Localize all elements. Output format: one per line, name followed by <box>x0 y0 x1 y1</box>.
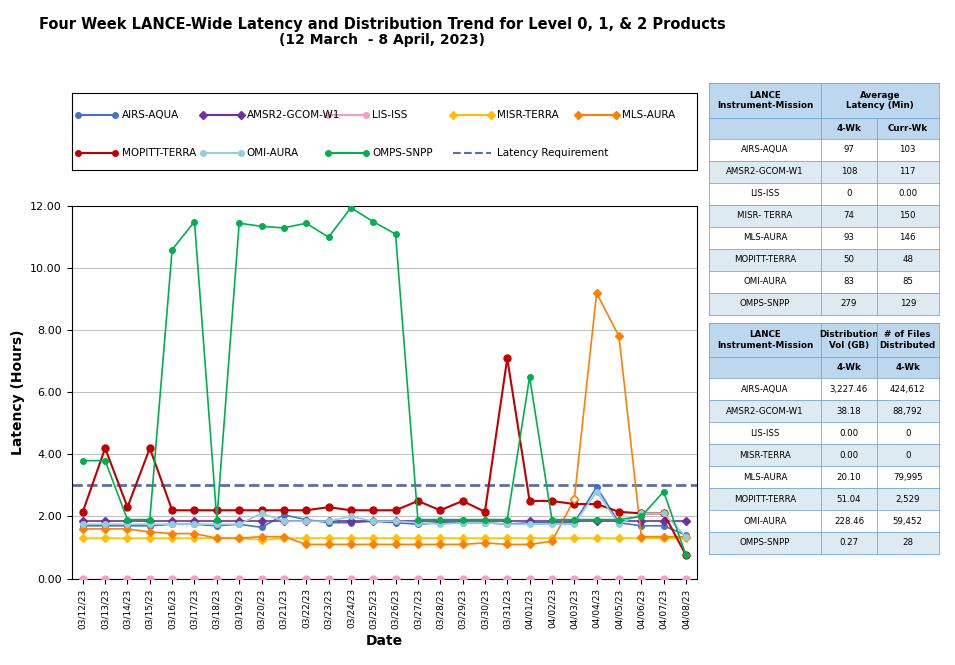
Text: OMI-AURA: OMI-AURA <box>246 148 299 158</box>
Text: OMPS-SNPP: OMPS-SNPP <box>371 148 433 158</box>
X-axis label: Date: Date <box>366 634 403 648</box>
Text: 0: 0 <box>905 429 910 438</box>
Text: LIS-ISS: LIS-ISS <box>751 190 779 198</box>
Text: Latency Requirement: Latency Requirement <box>497 148 608 158</box>
Text: LANCE
Instrument-Mission: LANCE Instrument-Mission <box>717 90 813 110</box>
Text: 146: 146 <box>900 233 916 242</box>
Text: (12 March  - 8 April, 2023): (12 March - 8 April, 2023) <box>279 33 485 47</box>
Text: MOPITT-TERRA: MOPITT-TERRA <box>121 148 196 158</box>
Text: 51.04: 51.04 <box>837 495 861 503</box>
Text: 50: 50 <box>843 255 855 264</box>
Text: MISR-TERRA: MISR-TERRA <box>739 451 791 460</box>
Text: 117: 117 <box>900 168 916 176</box>
Text: 59,452: 59,452 <box>893 517 923 525</box>
Text: 4-Wk: 4-Wk <box>895 363 921 372</box>
Text: 93: 93 <box>843 233 855 242</box>
Text: AIRS-AQUA: AIRS-AQUA <box>121 110 179 120</box>
Text: 0.00: 0.00 <box>839 429 859 438</box>
Text: AIRS-AQUA: AIRS-AQUA <box>741 385 789 394</box>
Text: MLS-AURA: MLS-AURA <box>743 233 787 242</box>
Text: # of Files
Distributed: # of Files Distributed <box>880 330 936 350</box>
Text: 48: 48 <box>902 255 913 264</box>
Text: MOPITT-TERRA: MOPITT-TERRA <box>733 255 796 264</box>
Text: Four Week LANCE-Wide Latency and Distribution Trend for Level 0, 1, & 2 Products: Four Week LANCE-Wide Latency and Distrib… <box>38 17 726 32</box>
Y-axis label: Latency (Hours): Latency (Hours) <box>11 330 25 455</box>
Text: 4-Wk: 4-Wk <box>837 124 861 133</box>
Text: 88,792: 88,792 <box>893 407 923 416</box>
Text: 279: 279 <box>840 299 858 308</box>
Text: MISR- TERRA: MISR- TERRA <box>737 211 793 220</box>
Text: Average
Latency (Min): Average Latency (Min) <box>846 90 914 110</box>
Text: MLS-AURA: MLS-AURA <box>622 110 675 120</box>
Text: 0.00: 0.00 <box>898 190 918 198</box>
Text: OMPS-SNPP: OMPS-SNPP <box>740 539 790 547</box>
Text: MISR-TERRA: MISR-TERRA <box>497 110 559 120</box>
Text: 0: 0 <box>905 451 910 460</box>
Text: LANCE
Instrument-Mission: LANCE Instrument-Mission <box>717 330 813 350</box>
Text: 129: 129 <box>900 299 916 308</box>
Text: 38.18: 38.18 <box>837 407 861 416</box>
Text: AMSR2-GCOM-W1: AMSR2-GCOM-W1 <box>246 110 340 120</box>
Text: 79,995: 79,995 <box>893 473 923 481</box>
Text: Curr-Wk: Curr-Wk <box>887 124 928 133</box>
Text: 97: 97 <box>843 146 855 154</box>
Text: 74: 74 <box>843 211 855 220</box>
Text: OMI-AURA: OMI-AURA <box>743 517 787 525</box>
Text: 0.27: 0.27 <box>839 539 859 547</box>
Text: MLS-AURA: MLS-AURA <box>743 473 787 481</box>
Text: 0: 0 <box>846 190 852 198</box>
Text: LIS-ISS: LIS-ISS <box>751 429 779 438</box>
Text: 0.00: 0.00 <box>839 451 859 460</box>
Text: 85: 85 <box>902 277 913 286</box>
Text: 103: 103 <box>900 146 916 154</box>
Text: 150: 150 <box>900 211 916 220</box>
Text: 83: 83 <box>843 277 855 286</box>
Text: 2,529: 2,529 <box>896 495 920 503</box>
Text: OMI-AURA: OMI-AURA <box>743 277 787 286</box>
Text: OMPS-SNPP: OMPS-SNPP <box>740 299 790 308</box>
Text: AIRS-AQUA: AIRS-AQUA <box>741 146 789 154</box>
Text: 108: 108 <box>840 168 858 176</box>
Text: MOPITT-TERRA: MOPITT-TERRA <box>733 495 796 503</box>
Text: AMSR2-GCOM-W1: AMSR2-GCOM-W1 <box>726 407 804 416</box>
Text: 28: 28 <box>902 539 913 547</box>
Text: 228.46: 228.46 <box>834 517 864 525</box>
Text: 20.10: 20.10 <box>837 473 861 481</box>
Text: 3,227.46: 3,227.46 <box>830 385 868 394</box>
Text: LIS-ISS: LIS-ISS <box>371 110 407 120</box>
Text: 4-Wk: 4-Wk <box>837 363 861 372</box>
Text: Distribution
Vol (GB): Distribution Vol (GB) <box>819 330 879 350</box>
Text: 424,612: 424,612 <box>890 385 925 394</box>
Text: AMSR2-GCOM-W1: AMSR2-GCOM-W1 <box>726 168 804 176</box>
